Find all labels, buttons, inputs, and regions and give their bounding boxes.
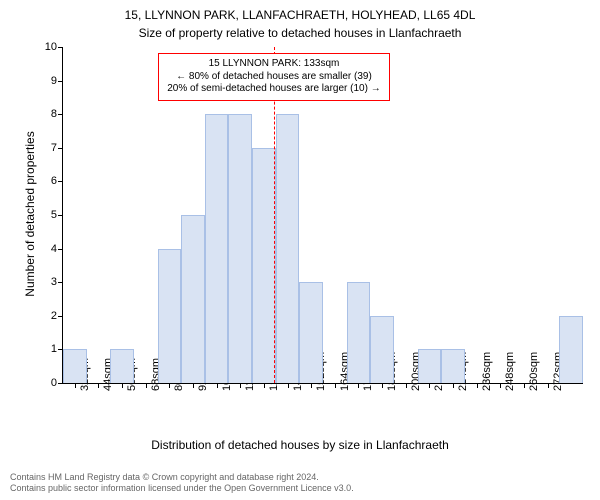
y-tick-label: 4 (51, 243, 63, 255)
x-tick-mark (429, 383, 430, 388)
histogram-bar (205, 114, 229, 383)
x-tick-mark (453, 383, 454, 388)
x-tick-mark (358, 383, 359, 388)
y-tick-label: 6 (51, 175, 63, 187)
y-tick-label: 0 (51, 377, 63, 389)
histogram-bar (418, 349, 442, 383)
x-tick-mark (169, 383, 170, 388)
x-tick-label: 260sqm (528, 352, 540, 391)
y-tick-label: 9 (51, 75, 63, 87)
x-tick-mark (524, 383, 525, 388)
y-tick-label: 1 (51, 343, 63, 355)
x-tick-mark (288, 383, 289, 388)
x-tick-label: 236sqm (481, 352, 493, 391)
x-tick-mark (406, 383, 407, 388)
histogram-bar (370, 316, 394, 383)
x-tick-label: 248sqm (504, 352, 516, 391)
x-axis-label: Distribution of detached houses by size … (0, 438, 600, 452)
y-tick-label: 8 (51, 108, 63, 120)
x-tick-mark (335, 383, 336, 388)
y-tick-label: 7 (51, 142, 63, 154)
histogram-bar (441, 349, 465, 383)
x-tick-mark (477, 383, 478, 388)
histogram-bar (559, 316, 583, 383)
x-tick-mark (75, 383, 76, 388)
chart-supertitle: 15, LLYNNON PARK, LLANFACHRAETH, HOLYHEA… (0, 8, 600, 22)
y-axis-label: Number of detached properties (23, 114, 37, 314)
y-tick-label: 2 (51, 310, 63, 322)
x-tick-mark (548, 383, 549, 388)
x-tick-mark (217, 383, 218, 388)
histogram-bar (252, 148, 276, 383)
footer-line-2: Contains public sector information licen… (10, 483, 354, 494)
x-tick-mark (500, 383, 501, 388)
x-tick-mark (240, 383, 241, 388)
y-tick-label: 3 (51, 276, 63, 288)
histogram-bar (63, 349, 87, 383)
annotation-line-3: 20% of semi-detached houses are larger (… (167, 83, 380, 96)
histogram-bar (158, 249, 182, 383)
histogram-bar (181, 215, 205, 383)
histogram-bar (110, 349, 134, 383)
histogram-bar (228, 114, 252, 383)
x-tick-mark (193, 383, 194, 388)
annotation-line-2: ← 80% of detached houses are smaller (39… (167, 71, 380, 84)
annotation-line-1: 15 LLYNNON PARK: 133sqm (167, 58, 380, 71)
chart-title: Size of property relative to detached ho… (0, 26, 600, 40)
footer-line-1: Contains HM Land Registry data © Crown c… (10, 472, 354, 483)
x-tick-mark (146, 383, 147, 388)
x-tick-mark (382, 383, 383, 388)
x-tick-mark (311, 383, 312, 388)
y-tick-label: 10 (45, 41, 63, 53)
histogram-bar (347, 282, 371, 383)
annotation-box: 15 LLYNNON PARK: 133sqm← 80% of detached… (158, 53, 389, 101)
x-tick-mark (264, 383, 265, 388)
y-tick-label: 5 (51, 209, 63, 221)
chart-container: 15, LLYNNON PARK, LLANFACHRAETH, HOLYHEA… (0, 0, 600, 500)
attribution-footer: Contains HM Land Registry data © Crown c… (10, 472, 354, 494)
plot-area: 01234567891032sqm44sqm56sqm68sqm80sqm92s… (62, 47, 583, 384)
histogram-bar (276, 114, 300, 383)
histogram-bar (299, 282, 323, 383)
x-tick-mark (98, 383, 99, 388)
x-tick-mark (122, 383, 123, 388)
